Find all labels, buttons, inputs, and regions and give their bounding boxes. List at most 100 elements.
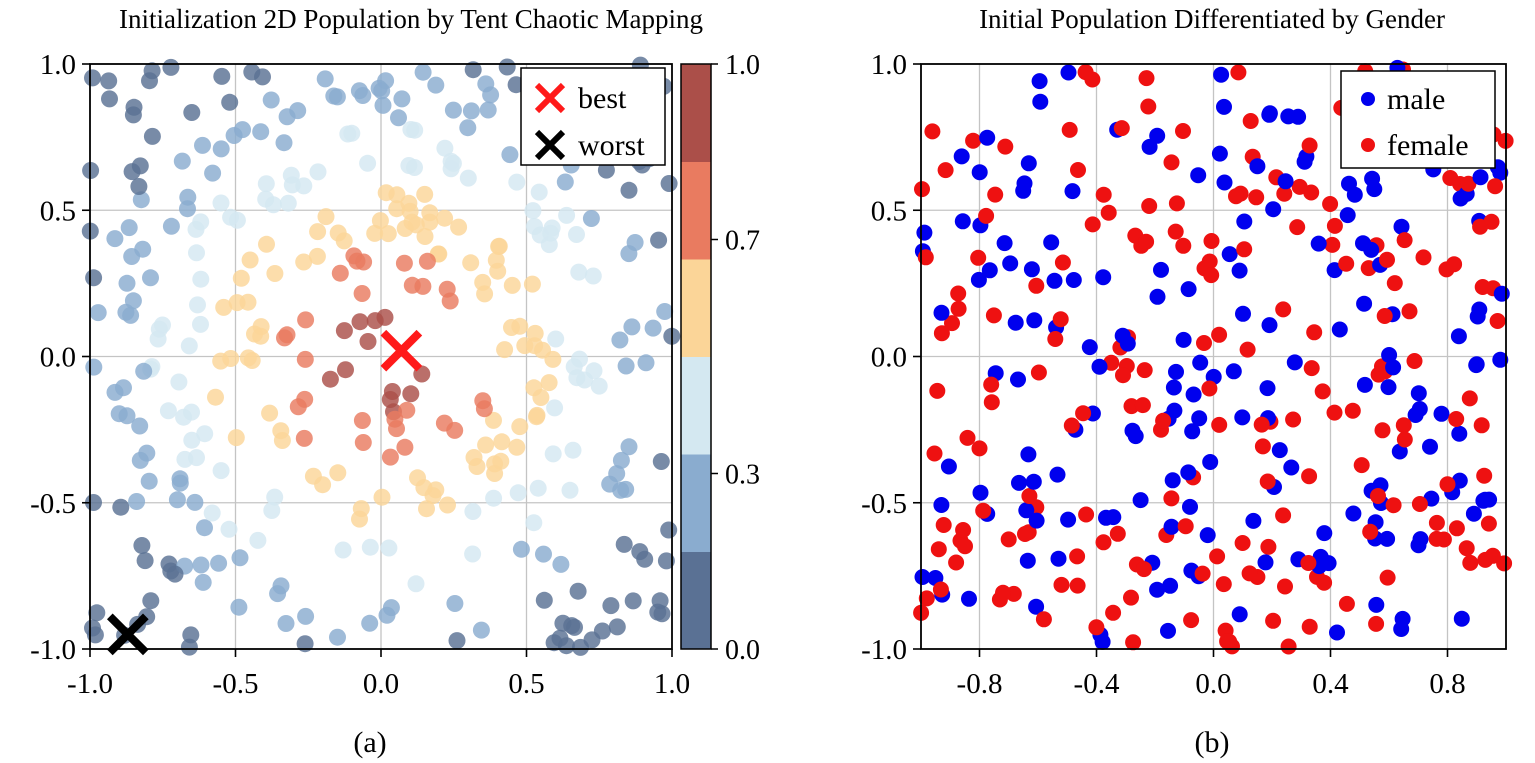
point-female [1095,534,1112,551]
point-a [84,619,101,637]
point-a [314,476,332,494]
point-a [535,591,553,609]
point-a [525,514,543,532]
point-a [192,270,210,288]
point-female [1265,612,1282,629]
point-a [617,357,635,375]
point-a [351,313,369,331]
point-a [611,331,629,349]
point-a [277,615,295,632]
panel-b-y-tick-label: 0.0 [871,342,907,374]
point-female [1078,506,1095,523]
point-a [496,341,514,359]
point-male [1199,527,1216,544]
point-a [162,58,180,76]
point-male [916,224,933,241]
point-a [482,86,500,104]
panel-a-y-tick-label: -1.0 [30,634,76,666]
point-a [261,404,279,422]
point-a [230,598,248,616]
point-male [1339,207,1356,224]
point-male [1236,213,1253,230]
point-female [1070,162,1086,178]
point-a [100,72,118,90]
point-male [1277,173,1294,190]
point-female [1115,367,1131,384]
point-a [526,324,544,342]
point-male [1095,269,1112,286]
point-female [1167,223,1184,240]
point-a [462,254,480,272]
point-male [1002,255,1019,272]
point-a [234,121,251,139]
point-a [418,500,435,518]
point-a [373,82,391,100]
point-male [1477,491,1494,508]
point-a [266,488,284,506]
panel-a-y-tick-label: 0.5 [40,195,76,227]
point-a [626,234,644,251]
point-male [1265,201,1282,218]
point-a [416,185,434,203]
point-a [120,219,138,237]
point-male [1450,328,1467,345]
point-a [278,108,296,126]
point-female [1047,331,1064,347]
point-female [1163,490,1180,507]
panel-a-y-tick-label: 1.0 [40,49,76,81]
point-a [295,429,313,447]
point-a [414,63,432,81]
point-a [366,224,384,242]
point-female [1446,256,1463,273]
point-male [1366,181,1383,198]
point-a [359,154,377,172]
point-male [1191,410,1208,427]
point-male [1290,108,1307,125]
point-female [1300,555,1317,571]
point-a [551,629,569,647]
point-male [1433,405,1450,422]
point-a [186,493,204,511]
point-male [1010,371,1026,388]
point-a [168,491,186,509]
point-a [192,315,209,333]
point-a [558,206,576,224]
point-a [140,472,158,490]
point-a [479,101,497,119]
point-female [935,517,952,533]
point-male [1492,351,1509,368]
point-a [530,183,548,201]
point-a [162,217,180,235]
colorbar-tick-label: 1.0 [725,50,760,81]
point-male [1379,530,1396,547]
point-a [130,178,148,195]
point-female [1415,249,1432,266]
point-male [1393,218,1410,235]
point-male [961,590,977,607]
point-female [1236,241,1253,258]
point-a [188,244,205,262]
panel-a-x-tick-label: 0.0 [363,668,399,700]
point-male [1271,442,1288,459]
point-male [1316,525,1333,542]
point-a [608,618,626,636]
point-a [383,383,401,400]
point-female [1155,412,1172,429]
point-female [930,541,947,558]
point-male [1381,347,1398,363]
point-female [1054,254,1071,271]
point-a [377,184,395,202]
colorbar-frame [680,63,712,650]
legend-male-marker-icon [1361,92,1375,106]
point-a [296,635,314,653]
point-female [1069,577,1086,594]
point-a [232,269,250,287]
point-a [450,218,468,236]
point-female [1461,390,1478,407]
panel-a-axis-ticks: -1.0 -0.5 0.0 0.5 1.0 -1.0 -0.5 0.0 0.5 1.0 [30,49,690,700]
point-female [1203,233,1220,249]
point-female [1324,236,1341,253]
point-a [339,125,357,143]
point-female [957,538,973,555]
point-female [1075,405,1092,422]
